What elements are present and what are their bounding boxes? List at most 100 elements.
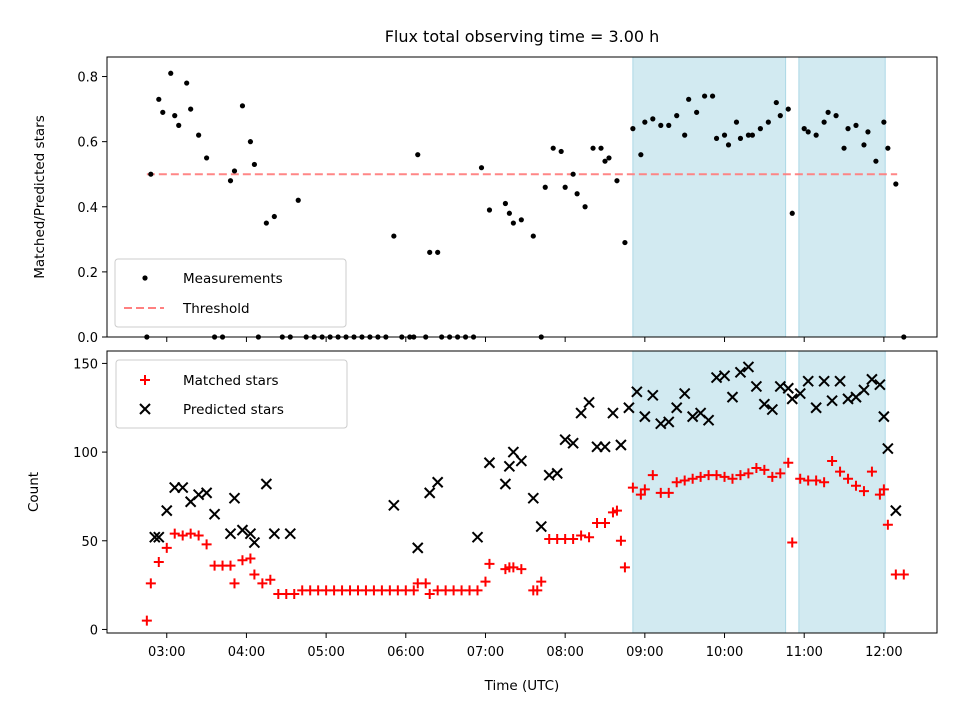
predicted-star-point [559, 433, 571, 446]
matched-star-point [687, 473, 698, 484]
predicted-star-point [503, 460, 516, 472]
predicted-star-point [726, 391, 739, 403]
measurement-point [777, 113, 783, 119]
predicted-star-point [412, 542, 424, 554]
measurement-point [638, 152, 644, 158]
legend-matched-marker [140, 375, 150, 385]
predicted-star-point [507, 446, 520, 458]
predicted-star-point [631, 386, 643, 398]
matched-star-point [225, 560, 236, 571]
measurement-point [873, 158, 879, 164]
measurement-point [156, 96, 162, 102]
matched-star-point [424, 588, 435, 599]
predicted-star-point [786, 393, 798, 405]
measurement-point [574, 191, 580, 197]
measurement-point [745, 132, 752, 138]
matched-star-point [201, 539, 212, 550]
matched-star-point [850, 480, 861, 491]
measurement-point [478, 165, 485, 171]
matched-star-point [679, 475, 690, 486]
matched-star-point [615, 535, 626, 546]
predicted-star-point [826, 394, 838, 407]
measurement-point [184, 80, 190, 86]
measurement-point [486, 207, 493, 213]
measurement-point [789, 210, 795, 216]
measurement-point [773, 99, 779, 106]
matched-star-point [237, 555, 248, 566]
measurement-point [833, 113, 839, 119]
matched-star-point [835, 466, 846, 477]
measurement-point [435, 249, 441, 255]
matched-star-point [289, 588, 300, 599]
y-tick-label: 50 [81, 535, 98, 550]
legend-predicted-marker [139, 403, 151, 415]
measurement-point [550, 145, 556, 151]
top-y-axis: 0.0 0.2 0.4 0.6 0.8 [77, 71, 107, 346]
legend-predicted-label: Predicted stars [183, 402, 284, 418]
measurement-point [172, 113, 178, 119]
matched-star-point [257, 578, 268, 589]
measurement-point [606, 155, 612, 161]
bottom-y-axis-label: Count [26, 472, 42, 512]
x-tick-label: 08:00 [546, 645, 583, 660]
measurement-point [813, 132, 819, 138]
predicted-star-point [686, 410, 699, 423]
measurement-point [160, 109, 166, 115]
predicted-star-point [750, 380, 763, 393]
matched-star-point [420, 578, 431, 589]
measurement-point [861, 142, 867, 148]
measurement-point [801, 126, 807, 132]
x-tick-label: 12:00 [865, 645, 902, 660]
matched-star-point [229, 578, 240, 589]
predicted-star-point [575, 407, 587, 419]
matched-star-point [480, 576, 491, 587]
matched-star-point [600, 518, 610, 529]
predicted-star-point [647, 389, 659, 402]
measurement-point [598, 145, 604, 151]
matched-star-point [408, 585, 419, 596]
matched-star-point [145, 578, 156, 589]
matched-star-point [177, 530, 188, 541]
y-tick-label: 100 [73, 446, 98, 461]
measurement-point [825, 109, 831, 115]
top-y-axis-label: Matched/Predicted stars [32, 115, 48, 278]
matched-star-point [627, 482, 638, 493]
predicted-star-point [718, 370, 731, 382]
measurement-point [881, 119, 887, 125]
measurement-point [247, 139, 254, 145]
predicted-star-point [224, 527, 237, 540]
y-tick-label: 0 [90, 623, 98, 638]
matched-star-point [727, 473, 738, 484]
measurement-point [148, 171, 154, 177]
bottom-axes-frame [106, 350, 938, 634]
measurement-point [204, 155, 210, 161]
measurement-point [725, 142, 732, 148]
top-legend-frame [114, 258, 347, 328]
matched-star-point [858, 486, 869, 497]
predicted-star-point [244, 527, 257, 540]
x-tick-label: 11:00 [785, 645, 822, 660]
measurement-point [721, 132, 728, 138]
predicted-star-point [483, 457, 496, 469]
y-tick-label: 0.0 [77, 331, 98, 346]
predicted-star-point [615, 439, 627, 451]
predicted-star-point [671, 402, 683, 414]
predicted-star-point [431, 476, 444, 488]
measurement-point [674, 113, 680, 119]
matched-star-point [169, 528, 180, 539]
matched-star-point [249, 569, 260, 580]
measurement-point [893, 181, 899, 187]
measurement-point [709, 93, 716, 99]
predicted-star-point [527, 492, 539, 504]
legend-measurements-marker [142, 275, 148, 281]
predicted-star-point [161, 504, 173, 517]
predicted-star-point [499, 478, 512, 490]
x-tick-label: 10:00 [706, 645, 743, 660]
matched-star-point [619, 562, 630, 573]
predicted-star-point [758, 398, 771, 410]
predicted-star-point [810, 402, 822, 414]
matched-star-point [639, 484, 650, 495]
ratio-panel: 0.00.20.40.60.8 Matched/Predicted stars … [32, 56, 938, 346]
predicted-star-point [248, 536, 261, 549]
predicted-star-point [607, 407, 619, 419]
